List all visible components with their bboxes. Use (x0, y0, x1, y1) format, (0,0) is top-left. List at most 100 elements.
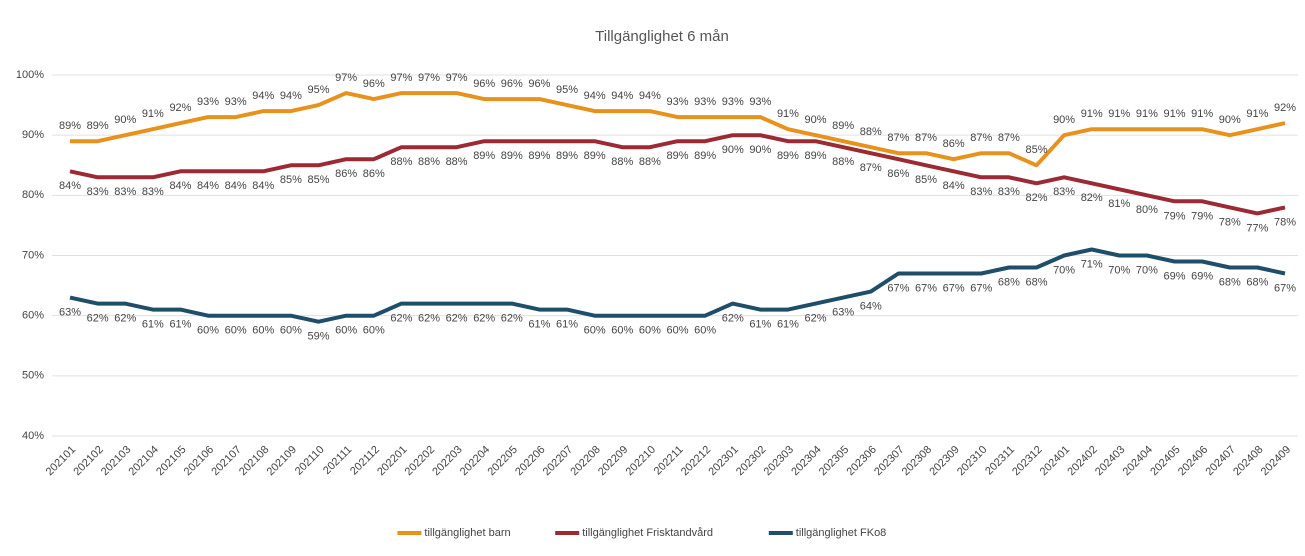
data-label: 97% (390, 72, 412, 84)
x-tick-label: 202105 (154, 444, 188, 478)
data-label: 96% (473, 78, 495, 90)
data-label: 90% (805, 114, 827, 126)
data-label: 62% (722, 313, 744, 325)
data-label: 88% (418, 156, 440, 168)
x-tick-label: 202406 (1176, 444, 1210, 478)
x-tick-label: 202103 (99, 444, 133, 478)
data-label: 60% (197, 325, 219, 337)
x-tick-label: 202104 (127, 444, 161, 478)
x-tick-label: 202107 (209, 444, 243, 478)
data-label: 95% (308, 84, 330, 96)
y-tick-label: 50% (22, 370, 44, 382)
x-tick-label: 202408 (1231, 444, 1265, 478)
data-label: 86% (887, 168, 909, 180)
data-label: 90% (1219, 114, 1241, 126)
x-tick-label: 202102 (71, 444, 105, 478)
data-label: 93% (722, 96, 744, 108)
data-label: 89% (777, 150, 799, 162)
x-tick-label: 202401 (1038, 444, 1072, 478)
x-tick-label: 202109 (265, 444, 299, 478)
data-label: 89% (832, 120, 854, 132)
data-label: 64% (860, 301, 882, 313)
data-label: 84% (225, 180, 247, 192)
data-label: 93% (225, 96, 247, 108)
data-label: 84% (943, 180, 965, 192)
data-label: 67% (915, 282, 937, 294)
data-label: 83% (1053, 186, 1075, 198)
data-label: 63% (832, 307, 854, 319)
data-label: 89% (501, 150, 523, 162)
x-tick-label: 202210 (624, 444, 658, 478)
series-line (69, 133, 1286, 216)
data-label: 80% (1136, 204, 1158, 216)
data-label: 71% (1081, 258, 1103, 270)
data-label: 90% (722, 144, 744, 156)
data-label: 79% (1164, 210, 1186, 222)
data-label: 89% (473, 150, 495, 162)
data-label: 70% (1053, 264, 1075, 276)
data-label: 61% (556, 319, 578, 331)
data-label: 86% (943, 138, 965, 150)
data-label: 86% (335, 168, 357, 180)
data-label: 91% (1081, 108, 1103, 120)
y-tick-label: 100% (16, 69, 44, 81)
x-tick-label: 202405 (1148, 444, 1182, 478)
data-label: 60% (584, 325, 606, 337)
series-line (69, 247, 1286, 324)
data-label: 60% (363, 325, 385, 337)
data-label: 90% (1053, 114, 1075, 126)
data-label: 88% (860, 126, 882, 138)
data-label: 89% (805, 150, 827, 162)
data-label: 62% (114, 313, 136, 325)
data-label: 91% (142, 108, 164, 120)
x-tick-label: 202308 (900, 444, 934, 478)
data-label: 88% (832, 156, 854, 168)
data-label: 68% (1025, 276, 1047, 288)
data-label: 89% (87, 120, 109, 132)
x-tick-label: 202201 (375, 444, 409, 478)
data-label: 82% (1025, 192, 1047, 204)
data-label: 60% (694, 325, 716, 337)
y-tick-label: 80% (22, 189, 44, 201)
x-tick-label: 202301 (706, 444, 740, 478)
y-tick-label: 90% (22, 129, 44, 141)
data-label: 77% (1246, 222, 1268, 234)
data-label: 60% (666, 325, 688, 337)
data-label: 67% (943, 282, 965, 294)
data-label: 83% (998, 186, 1020, 198)
data-label: 61% (169, 319, 191, 331)
data-label: 93% (694, 96, 716, 108)
x-tick-label: 202306 (845, 444, 879, 478)
x-tick-label: 202110 (293, 444, 327, 478)
data-label: 69% (1191, 270, 1213, 282)
data-label: 89% (528, 150, 550, 162)
data-label: 89% (59, 120, 81, 132)
data-label: 62% (473, 313, 495, 325)
x-tick-label: 202312 (1010, 444, 1044, 478)
data-label: 84% (169, 180, 191, 192)
x-tick-label: 202207 (541, 444, 575, 478)
x-tick-label: 202309 (927, 444, 961, 478)
data-label: 85% (915, 174, 937, 186)
x-tick-label: 202302 (734, 444, 768, 478)
x-tick-label: 202203 (430, 444, 464, 478)
data-label: 61% (142, 319, 164, 331)
data-label: 89% (584, 150, 606, 162)
data-label: 94% (611, 90, 633, 102)
x-tick-label: 202303 (762, 444, 796, 478)
legend-label: tillgänglighet barn (424, 527, 510, 539)
data-label: 84% (59, 180, 81, 192)
data-label: 84% (197, 180, 219, 192)
data-label: 88% (390, 156, 412, 168)
data-label: 70% (1108, 264, 1130, 276)
x-tick-label: 202402 (1065, 444, 1099, 478)
data-label: 88% (446, 156, 468, 168)
data-label: 91% (1246, 108, 1268, 120)
data-label: 85% (308, 174, 330, 186)
x-tick-label: 202307 (872, 444, 906, 478)
data-label: 87% (860, 162, 882, 174)
data-label: 62% (805, 313, 827, 325)
data-label: 62% (501, 313, 523, 325)
data-label: 60% (611, 325, 633, 337)
